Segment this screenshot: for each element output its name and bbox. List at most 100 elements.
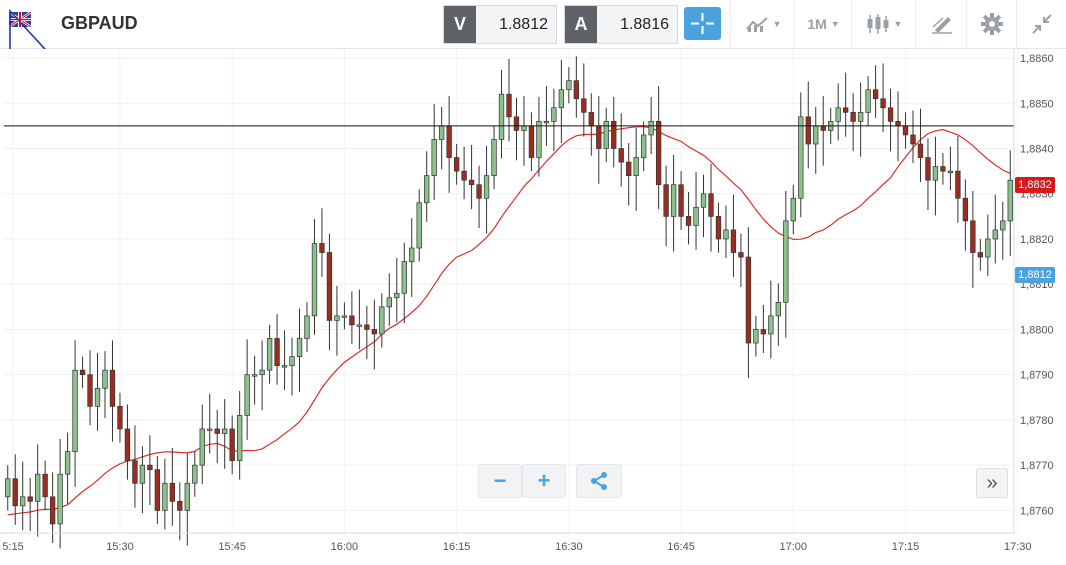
candle-down — [880, 98, 886, 109]
candle-up — [386, 297, 392, 308]
candle-down — [27, 496, 33, 502]
candle-down — [760, 329, 767, 335]
candle-down — [349, 315, 355, 326]
x-tick-label: 17:00 — [780, 541, 808, 553]
candle-up — [438, 125, 445, 140]
share-button[interactable] — [576, 464, 622, 498]
candle-up — [304, 315, 310, 339]
candle-down — [364, 324, 370, 330]
candle-down — [371, 329, 378, 335]
candle-down — [955, 170, 961, 199]
candle-down — [229, 428, 235, 461]
candle-up — [222, 428, 228, 434]
x-tick-label: 17:15 — [892, 541, 920, 553]
indicators-icon — [745, 17, 768, 32]
candle-up — [236, 415, 243, 461]
candle-down — [109, 369, 116, 407]
candle-down — [708, 193, 714, 217]
share-icon — [591, 472, 607, 490]
candle-up — [356, 324, 363, 327]
candle-up — [1000, 220, 1006, 231]
candle-down — [962, 197, 969, 222]
candle-down — [730, 229, 737, 253]
candle-down — [970, 220, 976, 253]
candle-up — [64, 451, 71, 475]
candle-down — [685, 216, 692, 226]
candle-up — [693, 206, 699, 226]
candle-up — [543, 121, 550, 124]
scroll-to-end-button[interactable]: » — [976, 468, 1008, 498]
candle-up — [775, 301, 782, 317]
candle-down — [49, 496, 56, 525]
candle-up — [985, 238, 991, 258]
candle-up — [311, 243, 318, 317]
candle-up — [857, 111, 864, 122]
candle-down — [655, 121, 662, 186]
candle-up — [566, 80, 572, 91]
candle-up — [670, 184, 677, 217]
candle-down — [468, 179, 475, 186]
candle-up — [57, 473, 63, 525]
double-chevron-right-icon: » — [986, 471, 998, 494]
gear-icon — [981, 13, 1003, 35]
zoom-in-button[interactable]: + — [522, 464, 566, 498]
candle-down — [513, 116, 520, 131]
fullscreen-button[interactable] — [1016, 0, 1066, 48]
candle-up — [184, 482, 190, 511]
chevron-down-icon: ▼ — [893, 19, 903, 29]
candle-down — [177, 500, 183, 511]
candle-up — [790, 197, 796, 222]
chart-type-select[interactable]: ▼ — [851, 0, 916, 48]
candle-up — [536, 121, 542, 158]
timeframe-select[interactable]: 1M ▼ — [794, 0, 852, 48]
candle-down — [581, 98, 587, 113]
y-tick-label: 1,8840 — [1020, 144, 1054, 156]
candle-up — [798, 116, 804, 199]
y-tick-label: 1,8770 — [1020, 460, 1054, 472]
candle-down — [79, 369, 86, 376]
candle-up — [244, 374, 250, 416]
plus-icon: + — [537, 468, 551, 493]
settings-button[interactable] — [966, 0, 1017, 48]
candle-down — [618, 148, 624, 163]
drawing-tools-button[interactable] — [915, 0, 967, 48]
candle-down — [453, 157, 460, 172]
symbol-title: GBPAUD — [61, 13, 138, 33]
candle-down — [476, 184, 482, 199]
candle-up — [521, 125, 527, 131]
candle-up — [296, 338, 303, 357]
candle-up — [251, 374, 258, 377]
candle-down — [895, 121, 901, 127]
candle-down — [588, 111, 594, 127]
bid-quote[interactable]: V 1.8812 — [443, 5, 557, 44]
candle-down — [902, 125, 909, 136]
bid-price: 1.8812 — [476, 6, 556, 43]
candle-up — [94, 387, 101, 407]
crosshair-button[interactable] — [684, 7, 721, 40]
candle-down — [738, 252, 744, 258]
candle-down — [461, 170, 467, 181]
bid-tag: V — [444, 6, 476, 43]
candle-down — [663, 184, 669, 217]
indicators-button[interactable]: ▼ — [730, 0, 795, 48]
x-tick-label: 16:30 — [555, 541, 583, 553]
candle-down — [842, 107, 849, 113]
x-tick-label: 15:45 — [218, 541, 246, 553]
candle-up — [334, 315, 340, 321]
candle-up — [102, 369, 108, 389]
zoom-out-button[interactable]: − — [478, 464, 522, 498]
candle-down — [132, 460, 138, 484]
chevron-down-icon: ▼ — [830, 19, 840, 29]
candle-up — [783, 220, 789, 303]
candle-down — [528, 125, 535, 158]
candle-down — [678, 184, 684, 217]
chevron-down-icon: ▼ — [772, 19, 782, 29]
y-tick-label: 1,8760 — [1020, 505, 1054, 517]
candle-up — [753, 329, 759, 344]
ask-quote[interactable]: A 1.8816 — [564, 5, 678, 44]
candle-down — [850, 111, 856, 122]
price-chart[interactable]: 5:15 15:30 15:45 16:00 16:15 16:30 16:45 17:00 1… — [0, 49, 1066, 565]
candle-up — [947, 170, 954, 173]
ask-tag: A — [565, 6, 597, 43]
candle-down — [917, 143, 924, 158]
